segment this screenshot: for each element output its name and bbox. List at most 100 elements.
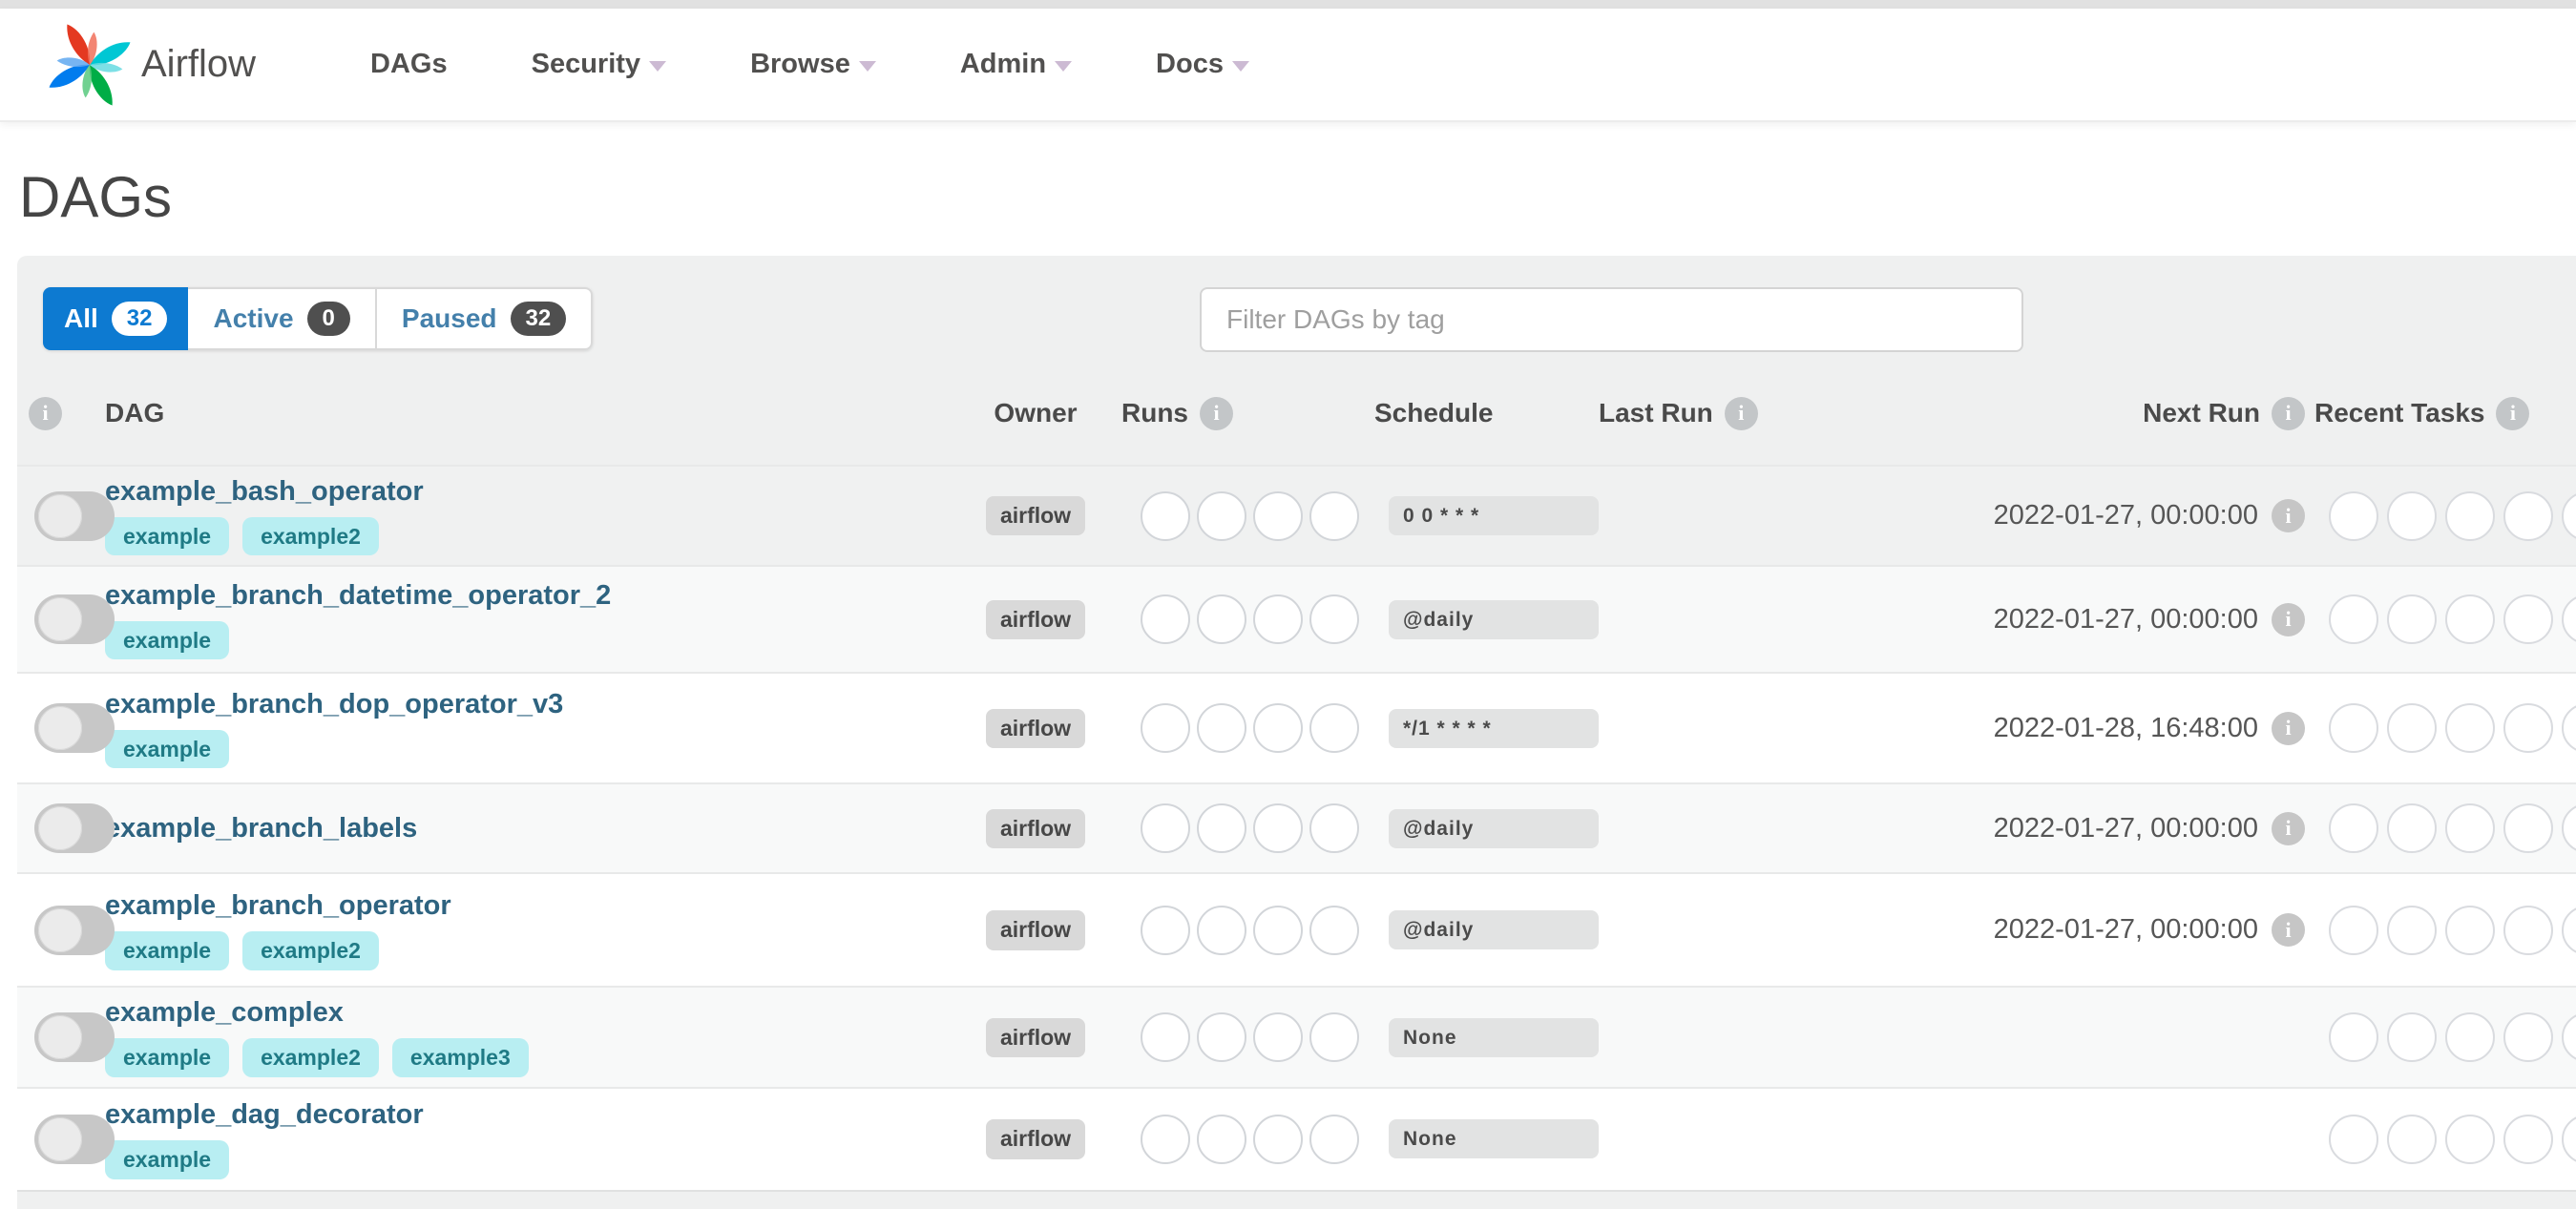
task-status-circle[interactable] — [2387, 1114, 2437, 1164]
task-status-circle[interactable] — [2445, 594, 2495, 645]
task-status-circle[interactable] — [2329, 490, 2378, 541]
dag-pause-toggle[interactable] — [34, 803, 115, 854]
run-status-circle[interactable] — [1197, 490, 1246, 541]
task-status-circle[interactable] — [2503, 594, 2553, 645]
task-status-circle[interactable] — [2503, 703, 2553, 754]
owner-badge[interactable]: airflow — [985, 1119, 1086, 1159]
dag-pause-toggle[interactable] — [34, 905, 115, 955]
dag-pause-toggle[interactable] — [34, 490, 115, 541]
tag-example2[interactable]: example2 — [242, 517, 379, 556]
task-status-circle[interactable] — [2562, 703, 2576, 754]
nav-item-admin[interactable]: Admin — [960, 49, 1073, 80]
tag-example[interactable]: example — [105, 931, 230, 970]
dag-link[interactable]: example_branch_dop_operator_v3 — [105, 688, 564, 719]
dag-link[interactable]: example_branch_datetime_operator_2 — [105, 579, 612, 611]
tag-example3[interactable]: example3 — [391, 1038, 529, 1077]
task-status-circle[interactable] — [2445, 1012, 2495, 1063]
run-status-circle[interactable] — [1253, 594, 1303, 645]
task-status-circle[interactable] — [2445, 1114, 2495, 1164]
brand[interactable]: Airflow — [44, 19, 256, 111]
info-icon[interactable]: i — [2496, 396, 2530, 430]
run-status-circle[interactable] — [1309, 1012, 1359, 1063]
run-status-circle[interactable] — [1197, 1012, 1246, 1063]
task-status-circle[interactable] — [2445, 803, 2495, 854]
tag-example2[interactable]: example2 — [242, 931, 379, 970]
run-status-circle[interactable] — [1197, 905, 1246, 955]
run-status-circle[interactable] — [1253, 490, 1303, 541]
run-status-circle[interactable] — [1253, 905, 1303, 955]
run-status-circle[interactable] — [1197, 594, 1246, 645]
run-status-circle[interactable] — [1253, 803, 1303, 854]
tag-example[interactable]: example — [105, 729, 230, 769]
run-status-circle[interactable] — [1141, 803, 1190, 854]
dag-link[interactable]: example_branch_operator — [105, 890, 451, 922]
tab-paused[interactable]: Paused 32 — [376, 287, 594, 350]
dag-pause-toggle[interactable] — [34, 703, 115, 754]
tag-example[interactable]: example — [105, 1038, 230, 1077]
dag-pause-toggle[interactable] — [34, 594, 115, 645]
run-status-circle[interactable] — [1309, 905, 1359, 955]
info-icon[interactable]: i — [29, 396, 62, 430]
owner-badge[interactable]: airflow — [985, 1017, 1086, 1057]
run-status-circle[interactable] — [1253, 1012, 1303, 1063]
owner-badge[interactable]: airflow — [985, 496, 1086, 536]
run-status-circle[interactable] — [1197, 803, 1246, 854]
schedule-badge[interactable]: 0 0 * * * — [1389, 496, 1599, 536]
run-status-circle[interactable] — [1253, 703, 1303, 754]
info-icon[interactable]: i — [2272, 396, 2305, 430]
info-icon[interactable]: i — [2272, 913, 2305, 948]
task-status-circle[interactable] — [2503, 803, 2553, 854]
run-status-circle[interactable] — [1253, 1114, 1303, 1164]
info-icon[interactable]: i — [2272, 602, 2305, 636]
tab-all[interactable]: All 32 — [43, 287, 189, 350]
schedule-badge[interactable]: @daily — [1389, 599, 1599, 639]
schedule-badge[interactable]: */1 * * * * — [1389, 708, 1599, 748]
task-status-circle[interactable] — [2329, 594, 2378, 645]
run-status-circle[interactable] — [1141, 905, 1190, 955]
task-status-circle[interactable] — [2387, 490, 2437, 541]
run-status-circle[interactable] — [1309, 490, 1359, 541]
owner-badge[interactable]: airflow — [985, 708, 1086, 749]
nav-item-docs[interactable]: Docs — [1156, 49, 1249, 80]
task-status-circle[interactable] — [2562, 594, 2576, 645]
task-status-circle[interactable] — [2387, 703, 2437, 754]
task-status-circle[interactable] — [2445, 490, 2495, 541]
run-status-circle[interactable] — [1309, 594, 1359, 645]
schedule-badge[interactable]: None — [1389, 1017, 1599, 1057]
dag-pause-toggle[interactable] — [34, 1114, 115, 1164]
run-status-circle[interactable] — [1309, 703, 1359, 754]
task-status-circle[interactable] — [2329, 905, 2378, 955]
task-status-circle[interactable] — [2562, 1012, 2576, 1063]
info-icon[interactable]: i — [2272, 811, 2305, 845]
tag-example[interactable]: example — [105, 1140, 230, 1179]
task-status-circle[interactable] — [2562, 1114, 2576, 1164]
task-status-circle[interactable] — [2387, 803, 2437, 854]
task-status-circle[interactable] — [2329, 703, 2378, 754]
filter-dags-by-tag-input[interactable] — [1200, 287, 2023, 352]
nav-item-security[interactable]: Security — [532, 49, 667, 80]
task-status-circle[interactable] — [2387, 905, 2437, 955]
task-status-circle[interactable] — [2329, 1012, 2378, 1063]
owner-badge[interactable]: airflow — [985, 808, 1086, 849]
schedule-badge[interactable]: @daily — [1389, 808, 1599, 848]
info-icon[interactable]: i — [2272, 499, 2305, 533]
info-icon[interactable]: i — [1200, 396, 1233, 430]
dag-link[interactable]: example_complex — [105, 997, 344, 1029]
nav-item-dags[interactable]: DAGs — [370, 49, 448, 79]
task-status-circle[interactable] — [2387, 1012, 2437, 1063]
task-status-circle[interactable] — [2387, 594, 2437, 645]
nav-item-browse[interactable]: Browse — [750, 49, 876, 80]
dag-link[interactable]: example_dag_decorator — [105, 1099, 424, 1131]
tag-example2[interactable]: example2 — [242, 1038, 379, 1077]
task-status-circle[interactable] — [2503, 905, 2553, 955]
task-status-circle[interactable] — [2503, 490, 2553, 541]
run-status-circle[interactable] — [1141, 1114, 1190, 1164]
dag-pause-toggle[interactable] — [34, 1012, 115, 1063]
task-status-circle[interactable] — [2445, 703, 2495, 754]
dag-link[interactable]: example_branch_labels — [105, 812, 418, 844]
task-status-circle[interactable] — [2562, 905, 2576, 955]
task-status-circle[interactable] — [2503, 1012, 2553, 1063]
run-status-circle[interactable] — [1141, 594, 1190, 645]
run-status-circle[interactable] — [1309, 1114, 1359, 1164]
task-status-circle[interactable] — [2503, 1114, 2553, 1164]
